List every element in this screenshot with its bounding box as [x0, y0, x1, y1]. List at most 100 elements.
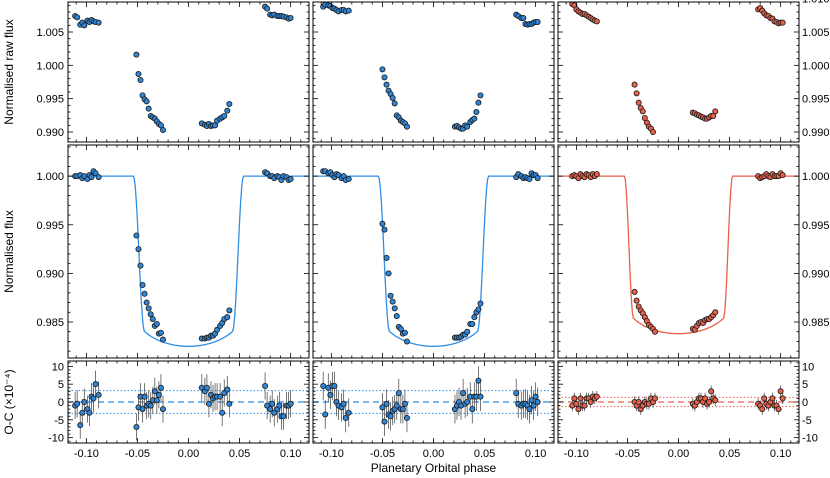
data-point [342, 415, 349, 422]
panel-oc-3: -10 -5 0 5 10 -0.10 -0.05 0.00 0.05 0.10 [557, 360, 818, 460]
data-point [345, 409, 352, 416]
data-point [143, 299, 150, 306]
right-y-tick-label: 1.000 [802, 60, 830, 72]
data-point [775, 406, 782, 413]
data-point [133, 423, 140, 430]
data-point [635, 398, 642, 405]
data-point [534, 18, 541, 25]
data-point [779, 172, 786, 179]
right-y-tick-label: 0.990 [802, 127, 830, 139]
data-point [217, 393, 224, 400]
right-y-tick-label: 5 [802, 379, 808, 391]
data-point [469, 406, 476, 413]
data-point [77, 422, 84, 429]
data-point [137, 77, 144, 84]
data-point [577, 395, 584, 402]
data-point [593, 393, 600, 400]
data-point [320, 382, 327, 389]
data-point [155, 391, 162, 398]
data-point [532, 393, 539, 400]
data-point [581, 402, 588, 409]
data-point [471, 115, 478, 122]
data-point [712, 108, 719, 115]
data-point [331, 382, 338, 389]
data-point [639, 108, 646, 115]
panel-plot-area [558, 385, 799, 415]
x-tick-label: 0.00 [178, 448, 199, 460]
data-point [81, 398, 88, 405]
data-point [214, 326, 221, 333]
transit-model-line [68, 175, 309, 347]
data-point [92, 381, 99, 388]
data-point [469, 320, 476, 327]
data-point [133, 51, 140, 58]
y-tick-label: 0 [58, 397, 64, 409]
x-tick-label: 0.00 [423, 448, 444, 460]
data-point [276, 402, 283, 409]
panel-raw-1: 0.990 0.995 1.000 1.005 Normalised raw flux [2, 1, 310, 143]
y-axis-title: Normalised raw flux [2, 19, 16, 124]
data-point [226, 101, 233, 108]
data-point [631, 81, 638, 88]
y-tick-label: -5 [54, 415, 64, 427]
x-tick-label: 0.10 [525, 448, 546, 460]
data-point [203, 384, 210, 391]
data-point [157, 384, 164, 391]
panel-raw-2 [312, 1, 555, 143]
data-point [389, 95, 396, 102]
data-point [327, 391, 334, 398]
data-point [471, 314, 478, 321]
data-point [397, 325, 404, 332]
right-y-tick-label: 0.995 [802, 94, 830, 106]
data-point [460, 390, 467, 397]
data-point [779, 19, 786, 26]
data-point [151, 388, 158, 395]
data-point [345, 7, 352, 14]
x-tick-label: -0.05 [370, 448, 395, 460]
x-tick-label: 0.00 [668, 448, 689, 460]
data-point [345, 176, 352, 183]
data-point [477, 92, 484, 99]
data-point [393, 402, 400, 409]
data-point [322, 411, 329, 418]
data-point [159, 406, 166, 413]
data-point [475, 377, 482, 384]
panel-plot-area [569, 2, 786, 135]
data-point [534, 175, 541, 182]
data-point [135, 71, 142, 78]
x-tick-label: 0.10 [770, 448, 791, 460]
data-point [706, 398, 713, 405]
data-point [143, 98, 150, 105]
y-tick-label: 0.995 [36, 94, 64, 106]
data-point [652, 328, 659, 335]
y-tick-label: 0.995 [36, 220, 64, 232]
data-point [702, 395, 709, 402]
data-point [779, 395, 786, 402]
data-point [464, 123, 471, 130]
data-point [571, 395, 578, 402]
data-point [135, 246, 142, 253]
data-point [269, 400, 276, 407]
data-point [153, 320, 160, 327]
right-y-tick-label: -10 [802, 433, 818, 445]
data-point [149, 316, 156, 323]
data-point [147, 311, 154, 318]
data-point [530, 402, 537, 409]
panel-plot-area [320, 2, 541, 132]
data-point [593, 171, 600, 178]
data-point [145, 105, 152, 112]
data-point [381, 226, 388, 233]
data-point [79, 409, 86, 416]
panel-plot-area [558, 170, 799, 335]
x-tick-label: -0.10 [319, 448, 344, 460]
panel-plot-area [313, 366, 554, 436]
panel-norm-2 [312, 144, 555, 359]
x-tick-label: -0.10 [74, 448, 99, 460]
data-point [92, 170, 99, 177]
x-axis-title: Planetary Orbital phase [371, 461, 497, 475]
data-point [379, 220, 386, 227]
data-point [777, 388, 784, 395]
data-point [86, 409, 93, 416]
right-y-tick-label: 1.010 [802, 0, 830, 6]
